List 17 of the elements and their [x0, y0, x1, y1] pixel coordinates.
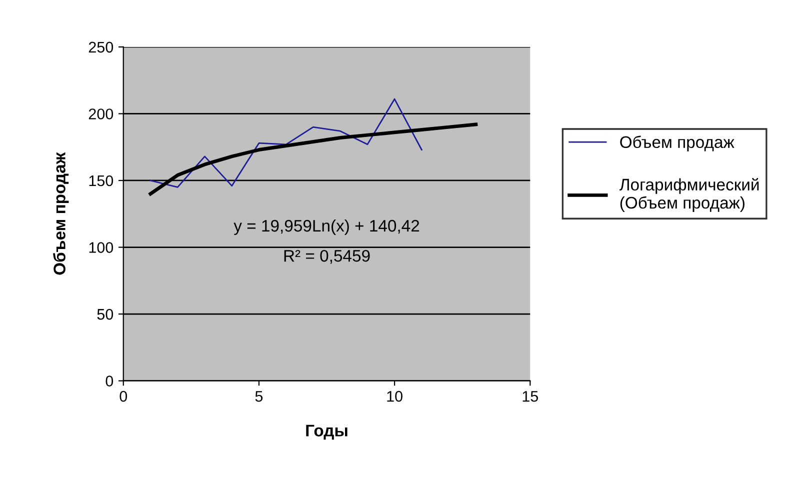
line-series [150, 98, 422, 188]
x-tick-label: 0 [120, 390, 128, 402]
y-tick-label: 200 [88, 108, 114, 120]
y-tick-label: 50 [97, 308, 114, 320]
x-tick-label: 5 [255, 391, 263, 402]
y-tick-label: 0 [106, 376, 114, 386]
x-axis-title: Годы [306, 424, 348, 440]
annotation: y = 19,959Ln(x) + 140,42 [234, 219, 420, 235]
legend-label: Объем продаж [620, 136, 734, 152]
x-tick-label: 15 [522, 391, 538, 402]
y-axis-title: Объем продаж [53, 152, 69, 275]
y-tick-label: 250 [88, 42, 114, 53]
y-tick-label: 150 [89, 175, 114, 186]
x-tick-label: 10 [387, 390, 402, 402]
annotation: R² = 0,5459 [284, 250, 370, 264]
y-tick-label: 100 [89, 242, 114, 253]
legend-label: Логарифмический (Объем продаж) [619, 178, 759, 212]
